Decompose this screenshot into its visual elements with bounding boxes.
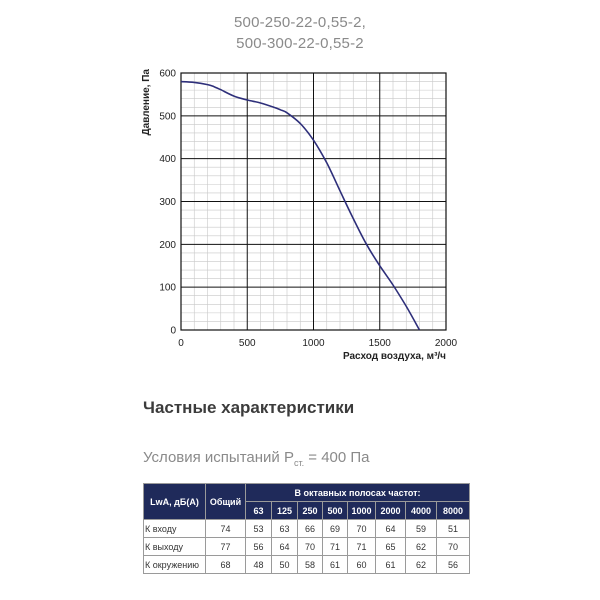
y-tick-label: 100 — [159, 283, 176, 294]
band-header: 8000 — [436, 501, 470, 520]
table-cell: 69 — [322, 519, 348, 538]
table-cell: 48 — [245, 555, 272, 574]
y-tick-label: 500 — [159, 111, 176, 122]
table-cell: 71 — [322, 537, 348, 556]
table-cell: 56 — [245, 537, 272, 556]
table-bands-header: В октавных полосах частот: — [245, 483, 470, 502]
y-tick-label: 600 — [159, 69, 176, 80]
table-cell: 64 — [271, 537, 298, 556]
table-cell: 70 — [347, 519, 376, 538]
band-header: 2000 — [375, 501, 406, 520]
band-header: 125 — [271, 501, 298, 520]
table-row: К входу 74 53 63 66 69 70 64 59 51 — [143, 519, 470, 538]
section-title: Частные характеристики — [143, 398, 355, 417]
table-corner-header: LwA, дБ(A) — [143, 483, 206, 520]
model-line-1: 500-250-22-0,55-2, — [233, 14, 367, 31]
table-cell: 61 — [322, 555, 348, 574]
y-tick-label: 400 — [159, 154, 176, 165]
table-row: К выходу 77 56 64 70 71 71 65 62 70 — [143, 537, 470, 556]
table-row: К окружению 68 48 50 58 61 60 61 62 56 — [143, 555, 470, 574]
conditions-suffix: = 400 Па — [304, 449, 370, 466]
table-cell: 58 — [297, 555, 323, 574]
x-tick-label: 1500 — [369, 338, 392, 349]
table-cell: 65 — [375, 537, 406, 556]
table-cell: 63 — [271, 519, 298, 538]
noise-table: LwA, дБ(A) Общий В октавных полосах част… — [143, 483, 470, 574]
row-label: К окружению — [143, 555, 206, 574]
table-cell: 51 — [436, 519, 470, 538]
conditions-prefix: Условия испытаний P — [143, 449, 294, 466]
test-conditions: Условия испытаний Pст. = 400 Па — [143, 449, 370, 468]
pressure-curve — [180, 80, 421, 331]
table-cell: 53 — [245, 519, 272, 538]
table-cell: 66 — [297, 519, 323, 538]
table-cell: 70 — [436, 537, 470, 556]
table-cell: 61 — [375, 555, 406, 574]
row-total: 68 — [205, 555, 246, 574]
band-header: 500 — [322, 501, 348, 520]
table-cell: 70 — [297, 537, 323, 556]
x-tick-label: 2000 — [435, 338, 458, 349]
table-cell: 50 — [271, 555, 298, 574]
y-tick-label: 200 — [159, 240, 176, 251]
model-line-2: 500-300-22-0,55-2 — [236, 35, 364, 52]
table-cell: 56 — [436, 555, 470, 574]
row-label: К входу — [143, 519, 206, 538]
x-axis-label: Расход воздуха, м³/ч — [343, 351, 446, 362]
table-cell: 62 — [405, 537, 437, 556]
band-header: 1000 — [347, 501, 376, 520]
row-total: 77 — [205, 537, 246, 556]
band-header: 250 — [297, 501, 323, 520]
fan-curve-chart: 0 500 1000 1500 2000 0 100 200 300 400 500 600 Расхо… — [141, 69, 458, 363]
table-cell: 64 — [375, 519, 406, 538]
table-cell: 59 — [405, 519, 437, 538]
row-label: К выходу — [143, 537, 206, 556]
conditions-subscript: ст. — [293, 458, 305, 468]
y-axis-label: Давление, Па — [141, 69, 152, 136]
band-header: 4000 — [405, 501, 437, 520]
table-cell: 62 — [405, 555, 437, 574]
x-tick-label: 500 — [239, 338, 256, 349]
band-header: 63 — [245, 501, 272, 520]
row-total: 74 — [205, 519, 246, 538]
table-total-header: Общий — [205, 483, 246, 520]
y-tick-label: 0 — [170, 326, 176, 337]
plot-frame — [180, 72, 447, 331]
x-tick-label: 1000 — [302, 338, 325, 349]
table-cell: 71 — [347, 537, 376, 556]
y-tick-label: 300 — [159, 197, 176, 208]
table-cell: 60 — [347, 555, 376, 574]
x-tick-label: 0 — [178, 338, 184, 349]
